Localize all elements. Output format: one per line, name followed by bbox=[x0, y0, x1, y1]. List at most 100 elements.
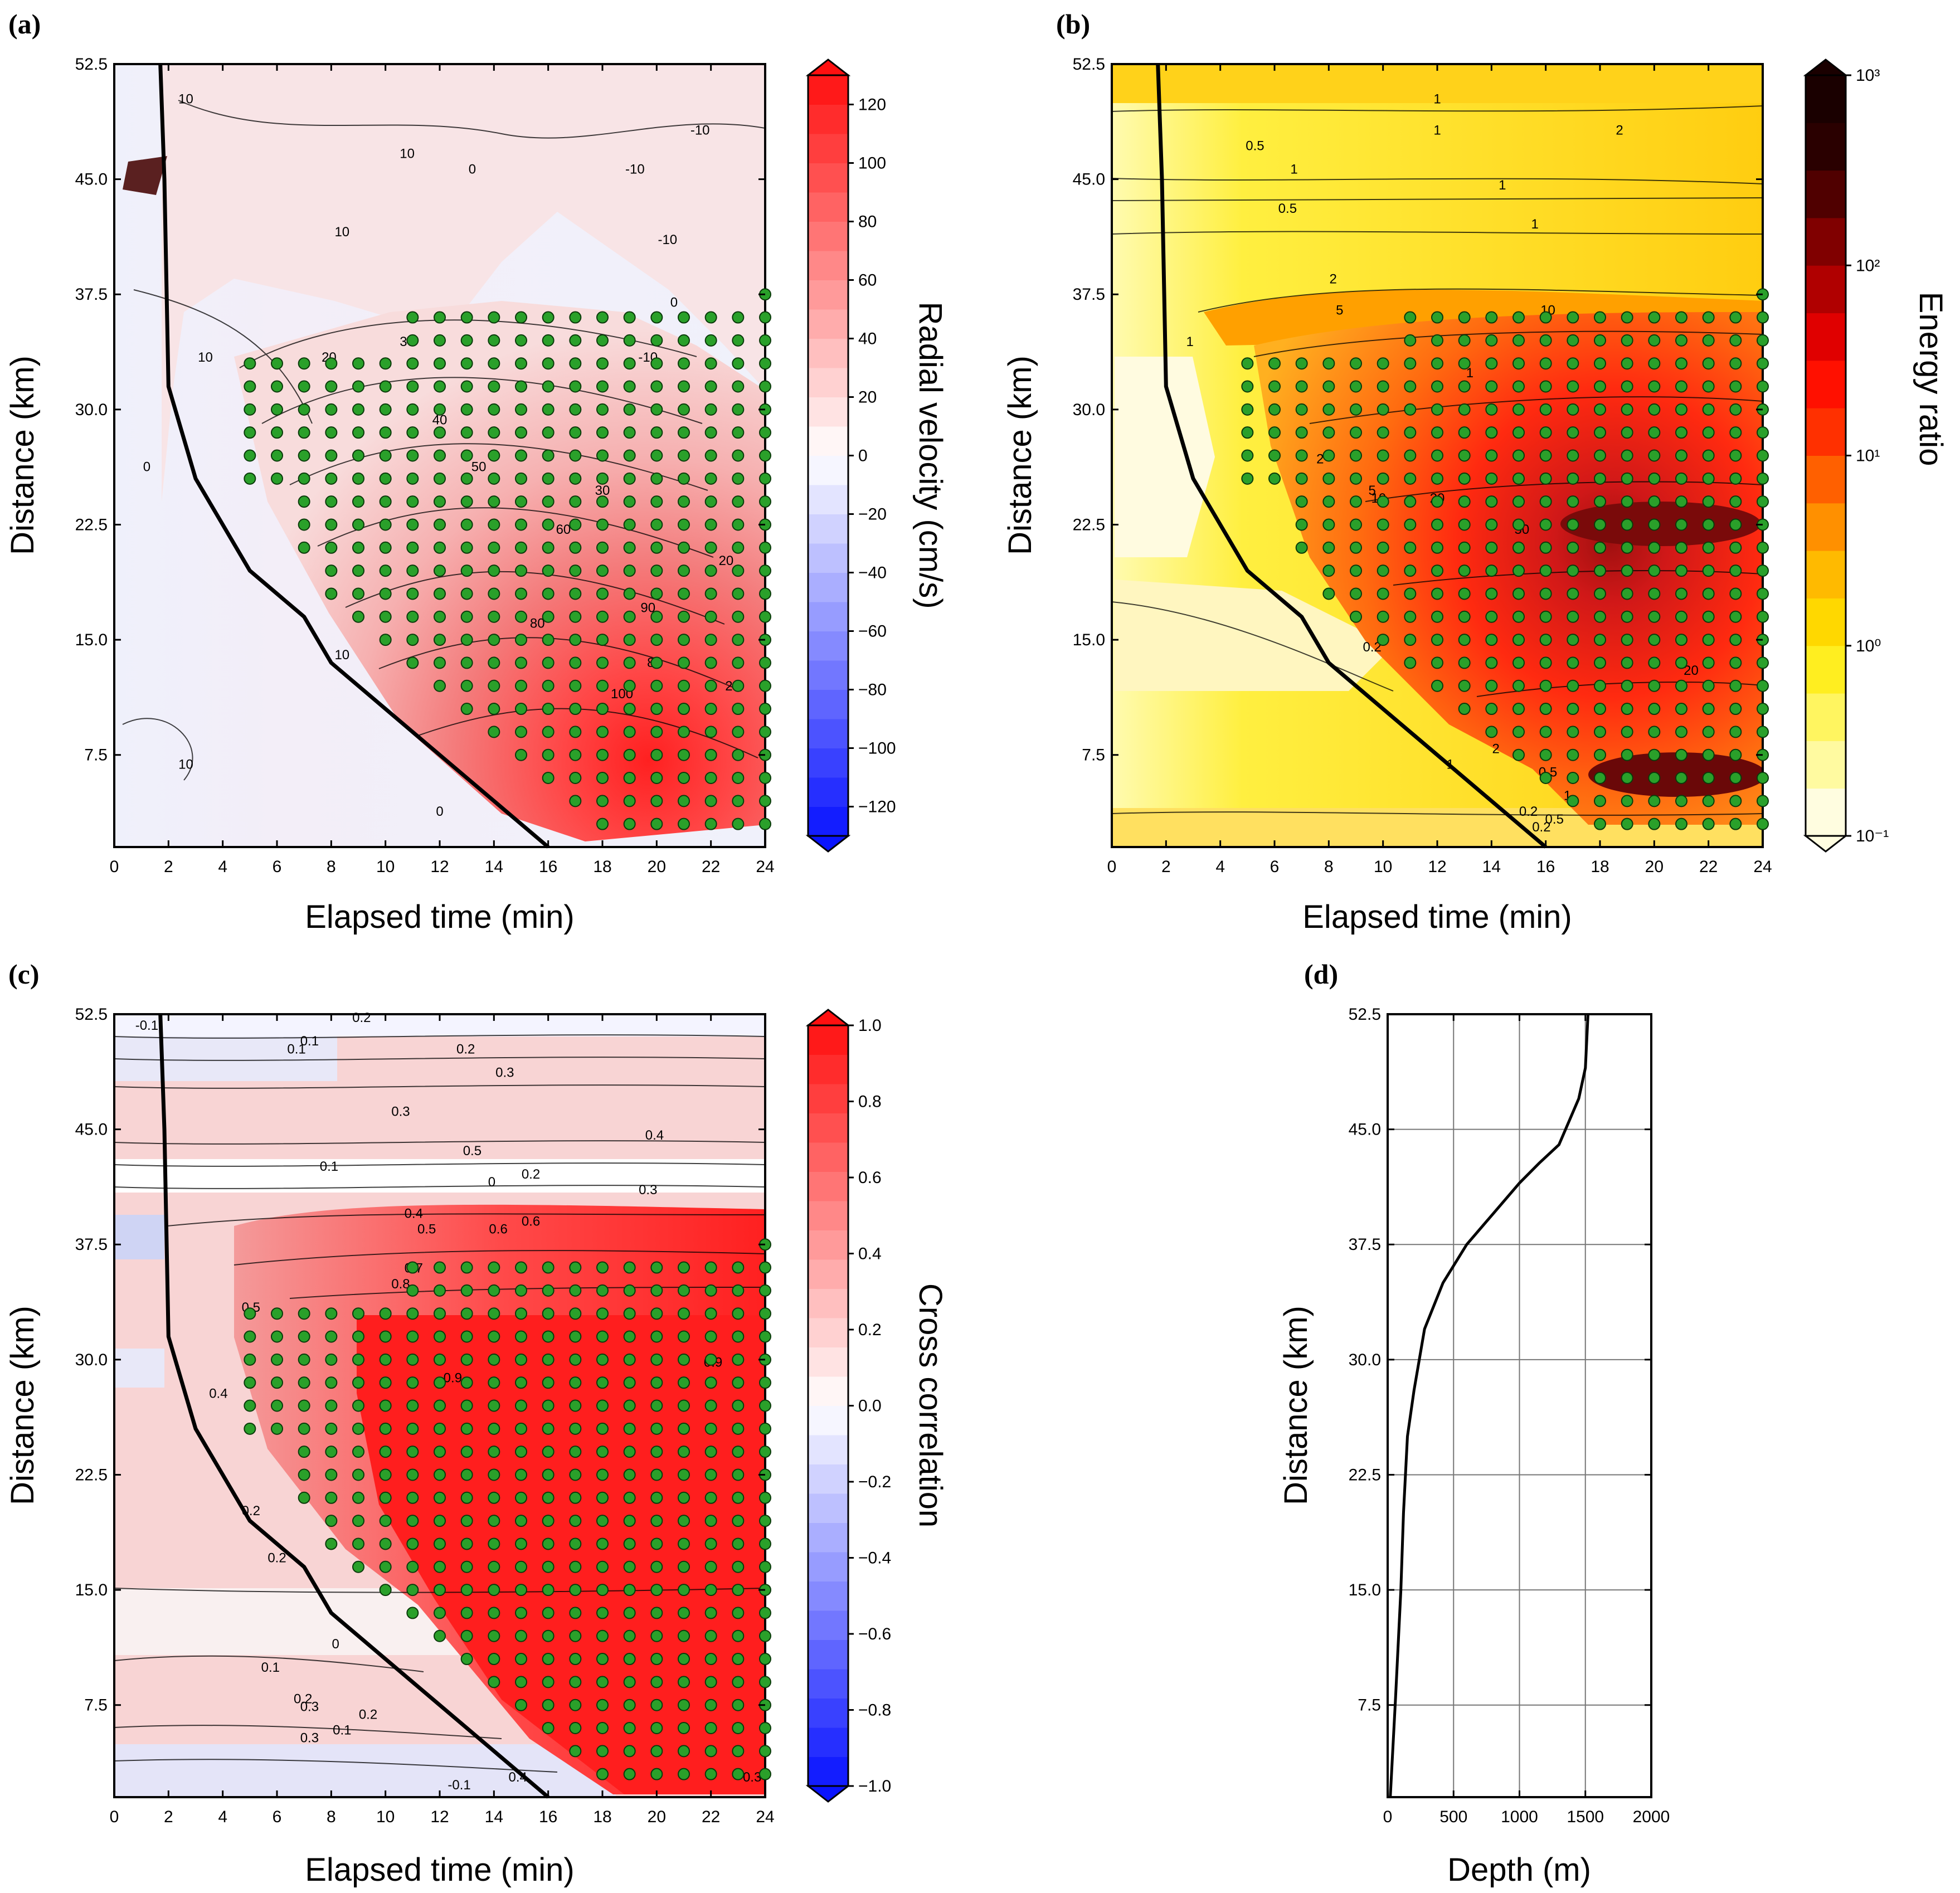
green-dot bbox=[1458, 357, 1471, 370]
contour-label: 0.1 bbox=[287, 1042, 305, 1057]
green-dot bbox=[1702, 703, 1715, 716]
green-dot bbox=[759, 1307, 771, 1320]
green-dot bbox=[650, 703, 663, 716]
green-dot bbox=[678, 817, 690, 830]
green-dot bbox=[1539, 772, 1552, 785]
panel-c-band-30 bbox=[114, 1349, 164, 1388]
green-dot bbox=[623, 748, 636, 761]
green-dot bbox=[1322, 495, 1335, 508]
green-dot bbox=[460, 1629, 473, 1642]
green-dot bbox=[325, 1330, 338, 1343]
green-dot bbox=[1567, 357, 1579, 370]
colorbar-tick-label: 60 bbox=[858, 271, 877, 290]
panel-b: (b) bbox=[1002, 8, 1949, 935]
colorbar-tick-label: 0.8 bbox=[858, 1093, 882, 1111]
green-dot bbox=[569, 1330, 582, 1343]
green-dot bbox=[1485, 380, 1498, 393]
green-dot bbox=[1404, 472, 1417, 485]
colorbar-tick-label: −120 bbox=[858, 798, 896, 816]
green-dot bbox=[1295, 495, 1308, 508]
green-dot bbox=[542, 1584, 555, 1597]
y-tick-label: 15.0 bbox=[75, 631, 108, 649]
green-dot bbox=[542, 1515, 555, 1527]
contour-label: 10 bbox=[178, 757, 193, 772]
green-dot bbox=[732, 1468, 745, 1481]
green-dot bbox=[460, 656, 473, 669]
green-dot bbox=[379, 1515, 392, 1527]
green-dot bbox=[623, 1491, 636, 1504]
green-dot bbox=[1431, 656, 1443, 669]
green-dot bbox=[623, 1261, 636, 1274]
green-dot bbox=[1431, 587, 1443, 600]
green-dot bbox=[1539, 426, 1552, 439]
green-dot bbox=[542, 1676, 555, 1688]
green-dot bbox=[704, 449, 717, 462]
green-dot bbox=[623, 1376, 636, 1389]
green-dot bbox=[515, 587, 527, 600]
contour-label: 5 bbox=[1336, 303, 1343, 318]
green-dot bbox=[1350, 610, 1362, 623]
colorbar-tick-label: −0.6 bbox=[858, 1625, 891, 1643]
green-dot bbox=[515, 1607, 527, 1619]
colorbar-tick-label: 10⁻¹ bbox=[1856, 827, 1889, 845]
green-dot bbox=[569, 565, 582, 577]
green-dot bbox=[1729, 634, 1742, 646]
green-dot bbox=[244, 1422, 256, 1435]
green-dot bbox=[352, 472, 364, 485]
colorbar-segment bbox=[1806, 217, 1846, 266]
green-dot bbox=[352, 403, 364, 416]
green-dot bbox=[596, 772, 609, 785]
green-dot bbox=[678, 1722, 690, 1735]
green-dot bbox=[515, 541, 527, 554]
contour-label: 80 bbox=[530, 616, 545, 631]
green-dot bbox=[1729, 748, 1742, 761]
green-dot bbox=[569, 634, 582, 646]
colorbar-segment bbox=[808, 1318, 848, 1347]
panel-a-xlabel: Elapsed time (min) bbox=[305, 899, 574, 935]
green-dot bbox=[1350, 587, 1362, 600]
green-dot bbox=[1702, 772, 1715, 785]
colorbar-segment bbox=[1806, 455, 1846, 504]
green-dot bbox=[596, 610, 609, 623]
green-dot bbox=[434, 1284, 446, 1297]
contour-label: 50 bbox=[471, 460, 487, 475]
green-dot bbox=[515, 1330, 527, 1343]
green-dot bbox=[244, 1399, 256, 1412]
green-dot bbox=[1295, 518, 1308, 531]
green-dot bbox=[704, 726, 717, 738]
green-dot bbox=[352, 1537, 364, 1550]
green-dot bbox=[1512, 426, 1525, 439]
green-dot bbox=[325, 1307, 338, 1320]
green-dot bbox=[1567, 795, 1579, 807]
green-dot bbox=[623, 1399, 636, 1412]
green-dot bbox=[569, 1560, 582, 1573]
green-dot bbox=[1648, 634, 1661, 646]
green-dot bbox=[623, 518, 636, 531]
x-tick-label: 2 bbox=[164, 858, 173, 876]
green-dot bbox=[759, 679, 771, 692]
contour-label: 10 bbox=[198, 350, 213, 365]
green-dot bbox=[434, 1629, 446, 1642]
green-dot bbox=[1404, 426, 1417, 439]
green-dot bbox=[650, 1515, 663, 1527]
green-dot bbox=[1241, 449, 1254, 462]
y-tick-label: 22.5 bbox=[1349, 1466, 1381, 1484]
green-dot bbox=[678, 1376, 690, 1389]
green-dot bbox=[379, 1491, 392, 1504]
green-dot bbox=[244, 1376, 256, 1389]
green-dot bbox=[1485, 656, 1498, 669]
green-dot bbox=[759, 1515, 771, 1527]
green-dot bbox=[460, 679, 473, 692]
green-dot bbox=[542, 565, 555, 577]
green-dot bbox=[1485, 426, 1498, 439]
x-tick-label: 14 bbox=[1482, 858, 1501, 876]
green-dot bbox=[1702, 311, 1715, 324]
green-dot bbox=[434, 541, 446, 554]
green-dot bbox=[515, 311, 527, 324]
green-dot bbox=[434, 311, 446, 324]
green-dot bbox=[325, 472, 338, 485]
green-dot bbox=[650, 1768, 663, 1780]
green-dot bbox=[1567, 610, 1579, 623]
contour-label: 20 bbox=[719, 553, 734, 568]
green-dot bbox=[434, 357, 446, 370]
